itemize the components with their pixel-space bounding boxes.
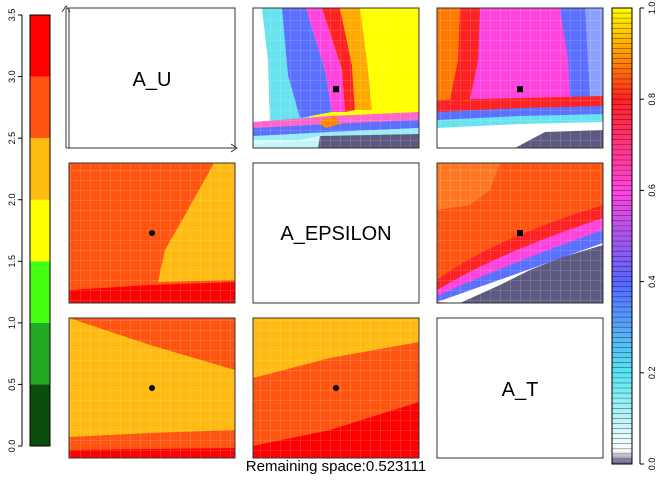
remaining-space-label: Remaining space:0.523111 <box>0 458 672 475</box>
optimum-marker <box>149 230 155 236</box>
left-colorbar-tick-label: 1.5 <box>7 255 17 268</box>
cell-a-u: A_U <box>61 5 238 153</box>
right-colorbar-tick-label: 0.2 <box>647 367 657 380</box>
label-a-u: A_U <box>133 69 172 91</box>
right-colorbar-tick-label: 0.6 <box>647 184 657 197</box>
heatmap-a-u-vs-a-t <box>69 318 235 458</box>
right-colorbar-tick-label: 0.8 <box>647 93 657 106</box>
cell-a-epsilon: A_EPSILON <box>252 162 420 304</box>
left-colorbar-band-2 <box>30 261 50 323</box>
left-colorbar-tick-label: 1.0 <box>7 317 17 330</box>
right-colorbar-tick-label: 1.0 <box>647 2 657 15</box>
heatmap-a-epsilon-vs-a-t <box>253 318 419 458</box>
left-colorbar-frame <box>29 14 51 447</box>
optimum-marker <box>517 230 523 236</box>
optimum-marker <box>333 86 339 93</box>
label-a-epsilon: A_EPSILON <box>280 223 391 245</box>
left-colorbar-tick-label: 0.0 <box>7 440 17 453</box>
left-colorbar-band-6 <box>30 15 50 77</box>
left-colorbar-tick-label: 2.5 <box>7 132 17 145</box>
right-colorbar: 0.0 0.2 0.4 0.6 0.8 1.0 <box>611 2 657 471</box>
left-colorbar-tick-label: 3.0 <box>7 70 17 83</box>
right-colorbar-frame <box>611 7 633 465</box>
left-colorbar-band-5 <box>30 76 50 139</box>
right-colorbar-tick-label: 0.0 <box>647 458 657 471</box>
left-colorbar-band-4 <box>30 138 50 200</box>
left-colorbar: 0.0 0.5 1.0 1.5 2.0 2.5 3.0 3.5 <box>7 9 51 453</box>
optimum-marker <box>149 385 155 391</box>
left-colorbar-band-1 <box>30 322 50 385</box>
label-a-t: A_T <box>502 379 539 401</box>
heatmap-a-epsilon-vs-a-u <box>253 8 419 148</box>
remaining-space-value: 0.523111 <box>365 458 427 475</box>
left-colorbar-tick-label: 0.5 <box>7 378 17 391</box>
remaining-space-caption: Remaining space: <box>245 458 366 475</box>
left-colorbar-tick-label: 2.0 <box>7 193 17 206</box>
left-colorbar-band-3 <box>30 199 50 262</box>
left-colorbar-band-0 <box>30 384 50 446</box>
optimum-marker <box>517 86 523 93</box>
cell-a-t: A_T <box>436 317 604 459</box>
left-colorbar-tick-label: 3.5 <box>7 9 17 22</box>
right-colorbar-tick-label: 0.4 <box>647 275 657 288</box>
optimum-marker <box>333 385 339 391</box>
heatmap-a-t-vs-a-u <box>437 8 603 148</box>
